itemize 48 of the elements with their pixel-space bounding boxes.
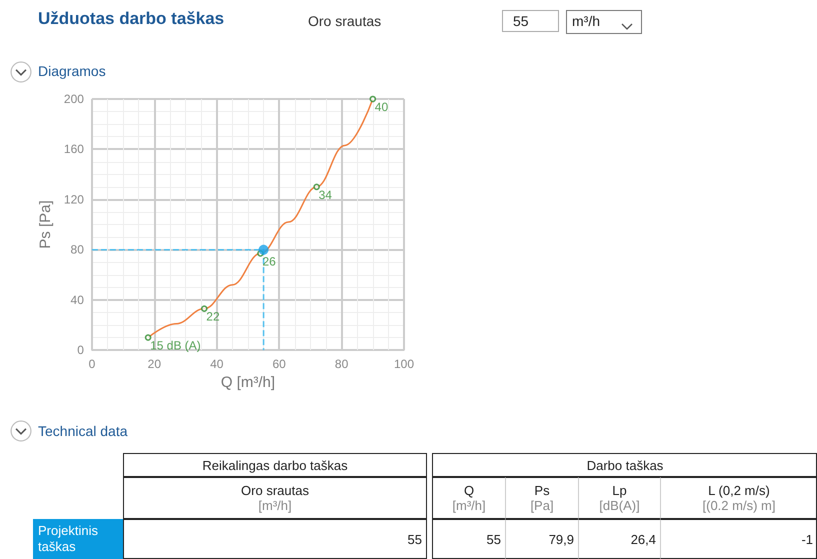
y-tick-label: 40: [70, 292, 84, 307]
text: [m³/h]: [451, 498, 487, 513]
text: Technical data: [38, 423, 128, 439]
text: [m³/h]: [257, 498, 293, 513]
point: [144, 334, 152, 341]
text: Q: [462, 483, 476, 498]
y-tick-label: 160: [64, 142, 84, 156]
annotation: 34: [318, 188, 332, 202]
y-tick-label: 80: [70, 242, 84, 257]
text: Lp: [611, 483, 628, 498]
y-tick-label: 0: [77, 343, 84, 358]
text: 55: [406, 532, 422, 546]
x-tick-label: 100: [394, 357, 414, 372]
text: Projektinis taškas: [38, 523, 99, 555]
text: Reikalingas darbo taškas: [201, 458, 349, 472]
text: 26,4: [630, 532, 656, 546]
y-tick-label: 200: [64, 92, 84, 106]
text: 79,9: [548, 532, 574, 546]
annotation: 26: [262, 254, 276, 268]
text: 55: [486, 532, 501, 546]
point: [258, 244, 269, 255]
text: Diagramos: [38, 63, 106, 79]
text: Ps: [533, 483, 551, 498]
x-tick-label: 20: [148, 357, 162, 372]
text: -1: [800, 532, 813, 546]
text: L (0,2 m/s): [707, 483, 771, 498]
annotation: 40: [374, 100, 388, 114]
text: [dB(A)]: [598, 498, 641, 513]
x-tick-label: 40: [210, 357, 224, 372]
text: Oro srautas: [240, 483, 310, 498]
text: [(0.2 m/s) m]: [702, 498, 776, 513]
annotation: 22: [206, 310, 220, 324]
text: [Pa]: [529, 498, 555, 513]
y-tick-label: 120: [64, 192, 84, 206]
x-axis-title: Q [m³/h]: [220, 374, 276, 391]
text: Oro srautas: [308, 13, 382, 29]
text-field: 55: [502, 10, 559, 32]
x-tick-label: 60: [272, 357, 286, 372]
annotation: 15 dB (A): [150, 338, 201, 353]
dropdown: m³/h: [566, 10, 642, 34]
x-tick-label: 80: [334, 357, 349, 372]
point: [201, 305, 208, 312]
point: [370, 96, 376, 102]
chart-title: Užduotas darbo taškas: [38, 9, 224, 29]
x-tick-label: 0: [88, 357, 96, 372]
text: Darbo taškas: [586, 458, 664, 472]
y-axis-title: Ps [Pa]: [37, 200, 54, 249]
point: [313, 184, 320, 190]
